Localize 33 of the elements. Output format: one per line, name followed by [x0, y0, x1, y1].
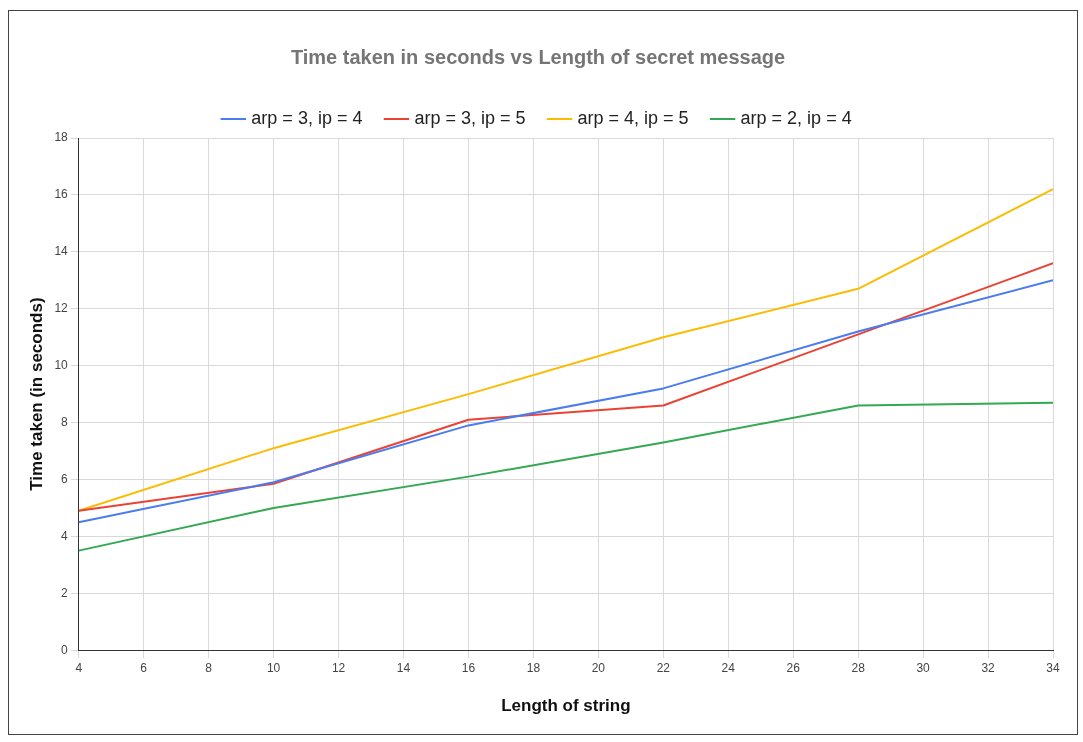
x-tick-label: 6 — [140, 660, 148, 675]
y-tick-label: 6 — [61, 471, 69, 486]
legend-label: arp = 3, ip = 5 — [414, 107, 526, 128]
legend-label: arp = 2, ip = 4 — [740, 107, 852, 128]
y-tick-label: 8 — [61, 414, 69, 429]
y-tick-label: 2 — [61, 585, 69, 600]
x-tick-label: 20 — [591, 660, 606, 675]
x-axis-title: Length of string — [501, 696, 631, 716]
x-tick-label: 4 — [75, 660, 83, 675]
x-tick-label: 32 — [981, 660, 996, 675]
legend-label: arp = 4, ip = 5 — [577, 107, 689, 128]
x-tick-label: 8 — [205, 660, 213, 675]
y-tick-label: 4 — [61, 528, 69, 543]
x-tick-label: 18 — [526, 660, 541, 675]
x-tick-label: 12 — [331, 660, 346, 675]
x-tick-label: 30 — [916, 660, 931, 675]
y-tick-label: 12 — [54, 301, 69, 316]
x-tick-label: 22 — [656, 660, 671, 675]
x-tick-label: 24 — [721, 660, 736, 675]
y-tick-label: 18 — [54, 130, 69, 145]
x-tick-label: 28 — [851, 660, 866, 675]
y-axis-title: Time taken (in seconds) — [26, 297, 46, 491]
y-tick-label: 10 — [54, 357, 69, 372]
x-tick-label: 14 — [396, 660, 411, 675]
x-tick-label: 16 — [461, 660, 476, 675]
x-tick-label: 34 — [1046, 660, 1060, 675]
legend-label: arp = 3, ip = 4 — [251, 107, 363, 128]
chart-title: Time taken in seconds vs Length of secret message — [290, 45, 786, 68]
y-tick-label: 0 — [61, 642, 69, 657]
y-tick-label: 16 — [54, 187, 69, 202]
y-tick-label: 14 — [54, 244, 69, 259]
x-tick-label: 10 — [266, 660, 281, 675]
x-tick-label: 26 — [786, 660, 801, 675]
